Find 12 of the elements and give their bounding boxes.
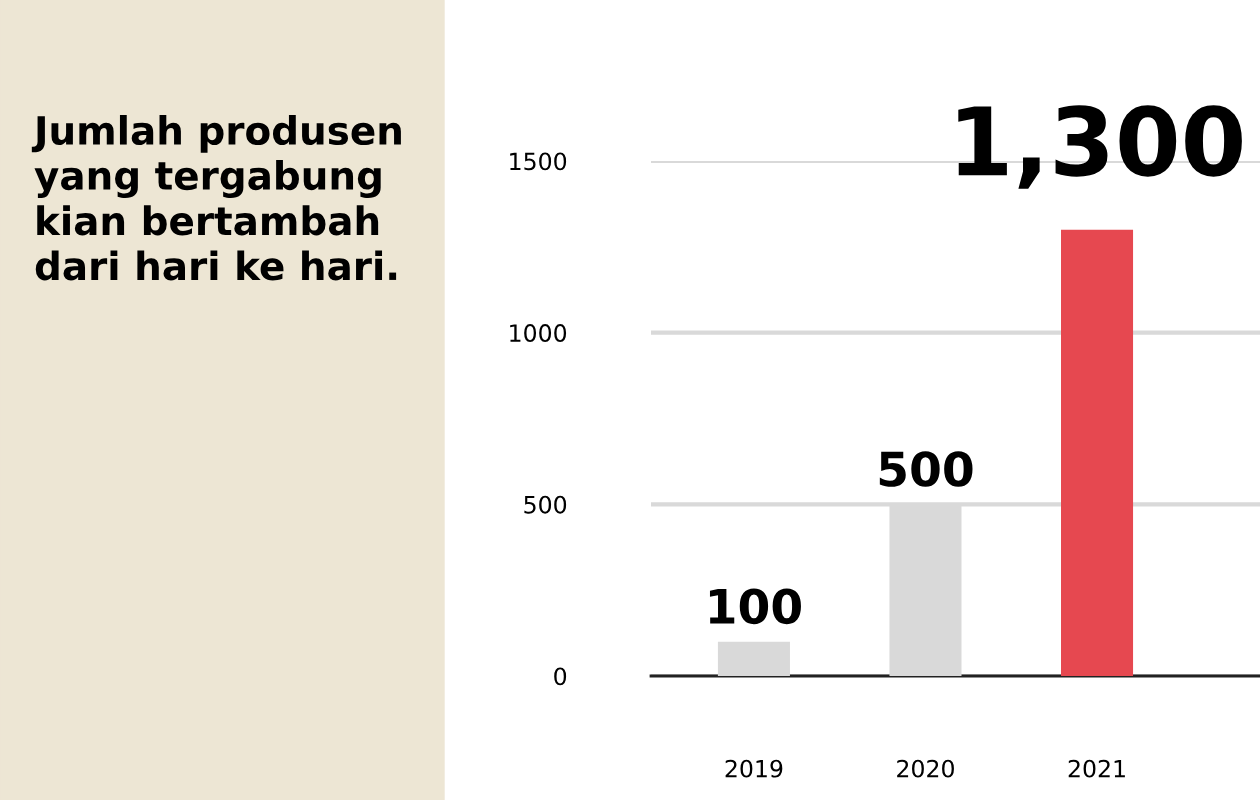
x-tick-label: 2020 — [897, 759, 954, 778]
x-tick-label: 2021 — [1068, 759, 1125, 778]
data-label: 100 — [709, 588, 801, 625]
y-tick-label: 500 — [524, 495, 567, 514]
y-tick-label: 1000 — [510, 324, 567, 342]
data-label: 1,300 — [958, 105, 1242, 189]
text: Jumlah produsen yang tergabung kian bertambah dari hari ke hari. — [31, 115, 401, 281]
data-label: 500 — [879, 451, 973, 487]
y-tick-label: 1500 — [510, 152, 567, 171]
y-tick-label: 0 — [554, 667, 567, 686]
x-tick-label: 2019 — [725, 759, 783, 778]
bar — [1061, 229, 1134, 676]
